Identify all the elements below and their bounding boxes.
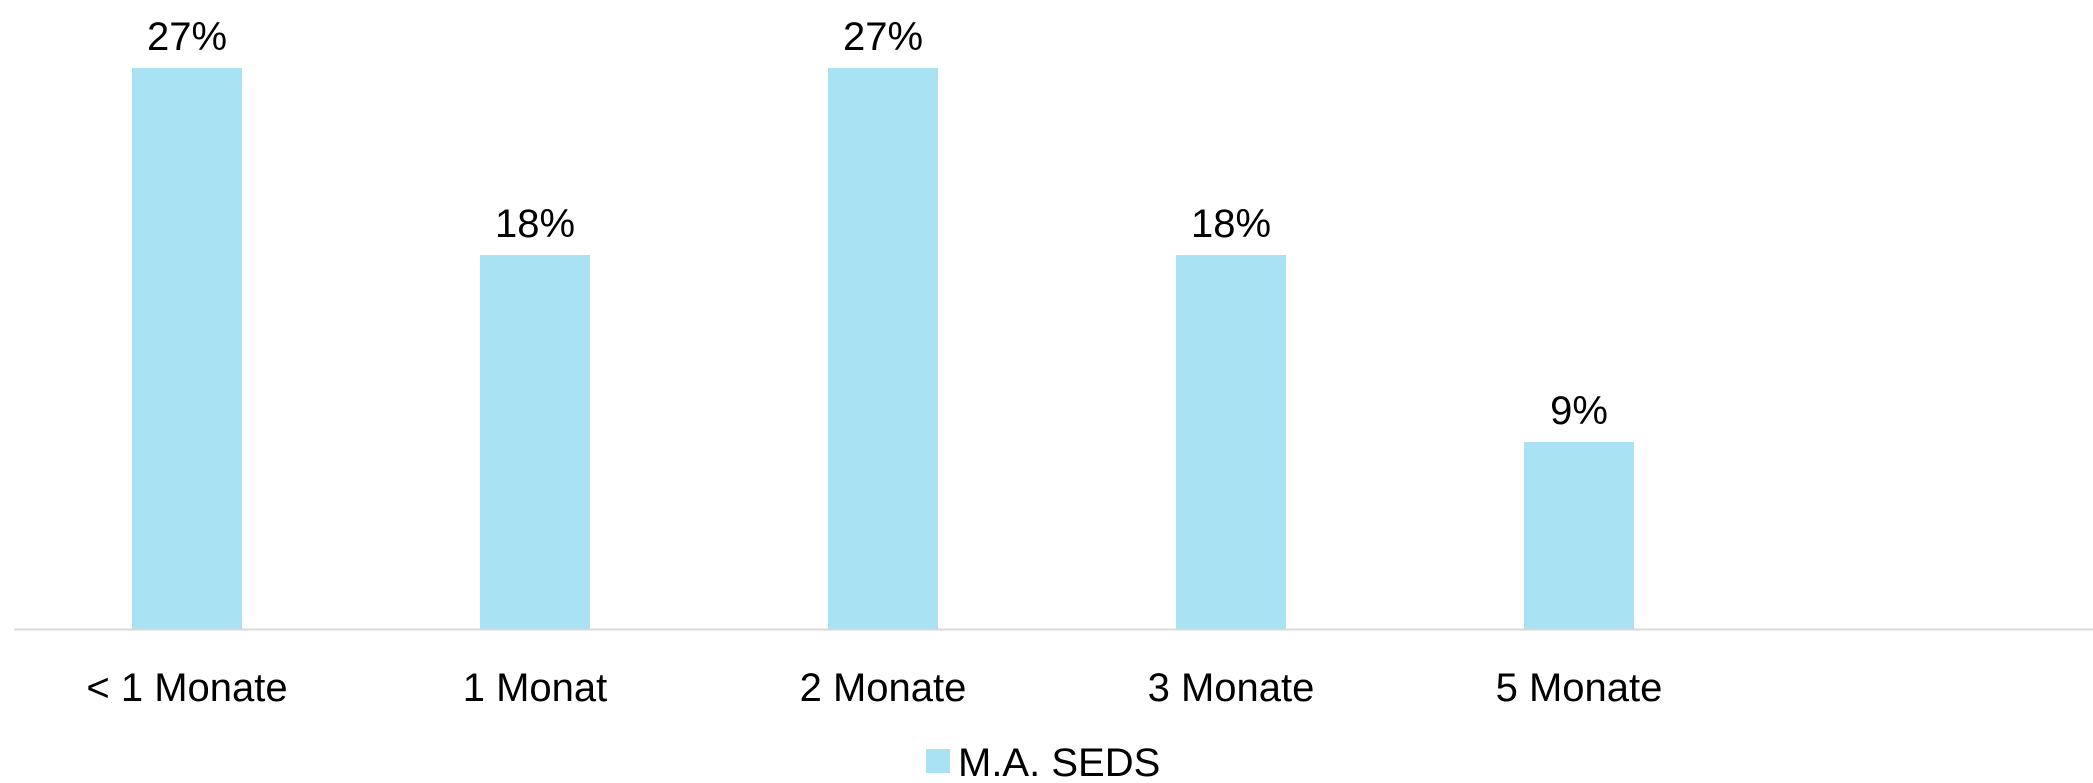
- x-tick-labels-layer: < 1 Monate 1 Monat 2 Monate 3 Monate 5 Monat…: [86, 666, 1662, 710]
- legend-swatch: [926, 749, 950, 773]
- data-label-2: 27%: [843, 15, 923, 59]
- x-tick-label-3: 3 Monate: [1148, 666, 1315, 710]
- x-tick-label-0: < 1 Monate: [86, 666, 287, 710]
- data-label-4: 9%: [1550, 389, 1608, 433]
- bars-layer: [132, 68, 1634, 629]
- data-label-0: 27%: [147, 15, 227, 59]
- bar-3: [1176, 255, 1286, 629]
- x-tick-label-4: 5 Monate: [1496, 666, 1663, 710]
- x-tick-label-1: 1 Monat: [463, 666, 608, 710]
- bar-1: [480, 255, 590, 629]
- data-label-3: 18%: [1191, 202, 1271, 246]
- x-tick-label-2: 2 Monate: [800, 666, 967, 710]
- legend: M.A. SEDS: [926, 741, 1160, 783]
- bar-2: [828, 68, 938, 629]
- bar-4: [1524, 442, 1634, 629]
- data-label-1: 18%: [495, 202, 575, 246]
- data-labels-layer: 27% 18% 27% 18% 9%: [147, 15, 1608, 433]
- legend-label: M.A. SEDS: [958, 741, 1160, 783]
- bar-0: [132, 68, 242, 629]
